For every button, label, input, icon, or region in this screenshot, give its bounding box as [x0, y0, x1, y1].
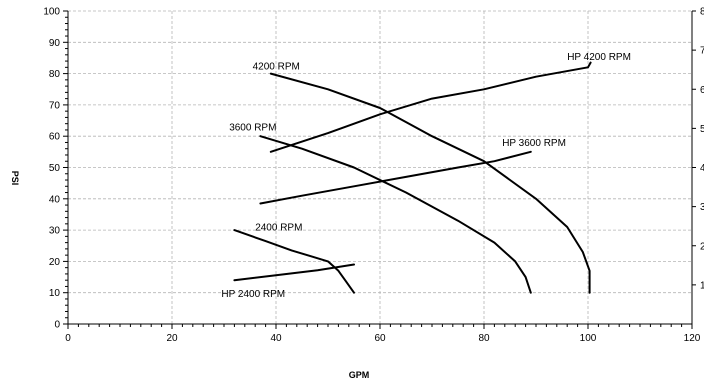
x-tick-label: 60 — [374, 333, 386, 344]
secondary-y-tick-label: 6 — [700, 85, 704, 96]
y-tick-label: 70 — [49, 100, 61, 111]
curve-label: HP 4200 RPM — [567, 52, 631, 63]
axes — [63, 10, 693, 329]
series-line-1 — [259, 135, 532, 294]
y-tick-label: 90 — [49, 38, 61, 49]
y-tick-label: 40 — [49, 194, 61, 205]
curve-label: HP 3600 RPM — [502, 138, 566, 149]
curve-label: 4200 RPM — [253, 61, 300, 72]
y-tick-label: 10 — [49, 288, 61, 299]
y-tick-labels: 0 10 20 30 40 50 60 70 80 90 100 — [43, 7, 60, 331]
x-tick-label: 120 — [684, 333, 701, 344]
y-tick-label: 80 — [49, 69, 61, 80]
grid-lines — [68, 10, 692, 324]
series-lines — [233, 61, 592, 294]
x-tick-label: 20 — [166, 333, 178, 344]
curve-label: 2400 RPM — [255, 222, 302, 233]
x-tick-label: 40 — [270, 333, 282, 344]
secondary-y-tick-label: 8 — [700, 7, 704, 18]
secondary-y-tick-labels: 1 2 3 4 5 6 7 8 — [692, 7, 704, 291]
y-tick-label: 60 — [49, 132, 61, 143]
y-tick-label: 100 — [43, 7, 60, 18]
y-tick-label: 20 — [49, 257, 61, 268]
curve-labels: 4200 RPM 3600 RPM 2400 RPM HP 4200 RPM HP 36… — [221, 52, 631, 300]
secondary-y-tick-label: 4 — [700, 163, 704, 174]
y-tick-label: 30 — [49, 226, 61, 237]
curve-label: HP 2400 RPM — [221, 289, 285, 300]
series-line-4 — [259, 150, 532, 205]
secondary-y-tick-label: 2 — [700, 241, 704, 252]
x-axis-title: GPM — [349, 370, 370, 380]
secondary-y-tick-label: 7 — [700, 46, 704, 57]
secondary-y-tick-label: 1 — [700, 280, 704, 291]
secondary-y-tick-label: 5 — [700, 124, 704, 135]
series-line-3 — [269, 61, 592, 153]
x-tick-label: 100 — [580, 333, 597, 344]
x-tick-label: 80 — [478, 333, 490, 344]
x-tick-labels: 0 20 40 60 80 100 120 — [65, 333, 701, 344]
y-tick-label: 50 — [49, 163, 61, 174]
curve-label: 3600 RPM — [229, 122, 276, 133]
y-tick-label: 0 — [54, 320, 60, 331]
series-line-5 — [233, 263, 355, 282]
secondary-y-tick-label: 3 — [700, 202, 704, 213]
y-axis-title: PSI — [10, 171, 20, 186]
series-line-0 — [269, 72, 591, 294]
x-tick-label: 0 — [65, 333, 71, 344]
series-line-2 — [233, 229, 355, 294]
